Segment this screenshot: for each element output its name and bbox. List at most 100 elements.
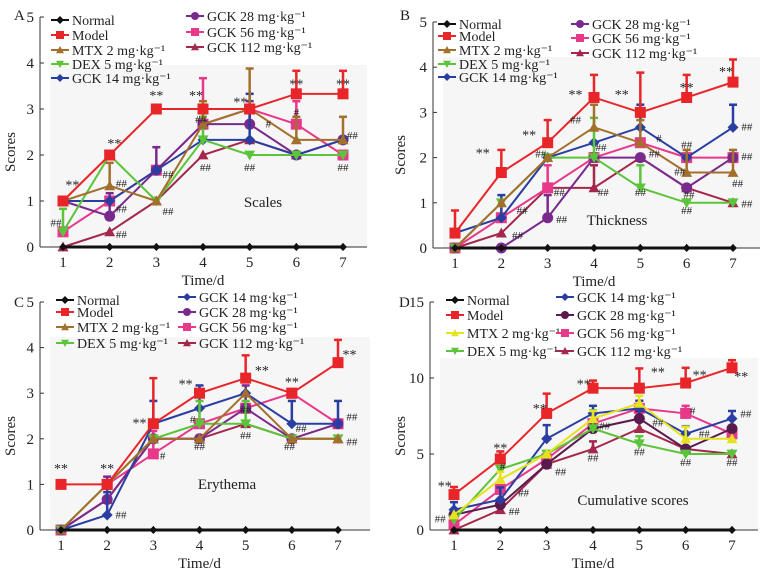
y-axis-label: Scores [3,132,19,172]
legend-marker [61,339,69,347]
x-tick-label: 3 [150,538,158,554]
significance-star: ** [54,462,68,477]
legend-marker [56,16,64,24]
x-tick-label: 7 [339,255,347,271]
x-axis-label: Time/d [573,274,616,288]
legend-marker [56,46,64,54]
significance-star: ** [100,462,114,477]
significance-hash: ## [116,204,128,216]
series-mtx [448,394,738,520]
legend-label: GCK 112 mg·kg⁻¹ [592,47,697,62]
legend-marker [451,311,459,319]
legend-item: Normal [446,294,510,309]
legend-marker [561,329,569,337]
x-tick-label: 6 [683,256,691,272]
legend-marker [183,339,191,347]
legend-item: Model [51,29,109,44]
data-point [448,509,460,520]
significance-hash: # [190,414,196,426]
legend-marker [183,323,191,331]
y-tick-label: 2 [27,432,35,448]
data-point [104,149,116,161]
legend-item: GCK 56 mg·kg⁻¹ [556,327,676,342]
data-point [726,413,738,425]
series-normal [57,526,342,534]
data-point [541,433,553,445]
series-model [448,358,738,501]
significance-hash: ## [200,162,212,174]
legend-item: Model [438,30,496,45]
legend-item: GCK 14 mg·kg⁻¹ [178,291,298,306]
data-point [241,526,250,534]
legend-label: GCK 56 mg·kg⁻¹ [592,32,691,47]
data-point [726,449,738,460]
data-point [449,227,461,239]
data-point [290,88,302,100]
significance-hash: ## [556,214,568,226]
significance-hash: ## [588,453,600,465]
legend-label: GCK 56 mg·kg⁻¹ [577,327,676,342]
data-point [244,103,256,115]
data-point [195,526,204,534]
data-point [727,76,739,88]
legend-marker [451,329,459,337]
data-point [194,419,205,430]
y-tick-label: 5 [420,15,428,31]
data-point [636,244,645,252]
legend-item: MTX 2 mg·kg⁻¹ [56,321,170,336]
legend-item: GCK 28 mg·kg⁻¹ [556,309,676,324]
data-point [194,433,205,444]
x-tick-label: 6 [682,538,690,554]
data-point [633,397,645,408]
significance-hash: ## [570,115,582,127]
significance-hash: ## [535,149,547,161]
data-point [149,526,158,534]
data-point [337,150,349,161]
significance-star: ** [179,378,193,393]
data-point [633,439,645,450]
significance-hash: ## [649,149,661,161]
data-point [494,453,506,465]
data-point [286,387,298,399]
legend-marker [576,20,584,28]
significance-star: ** [615,88,629,103]
y-tick-label: 2 [420,151,428,167]
x-tick-label: 2 [497,538,505,554]
significance-hash: ## [518,488,530,500]
legend-label: GCK 112 mg·kg⁻¹ [577,345,682,360]
significance-star: ** [719,65,733,80]
data-point [104,195,116,207]
significance-hash: ## [338,162,350,174]
x-tick-label: 5 [242,538,250,554]
significance-hash: ## [741,198,753,210]
legend-item: GCK 14 mg·kg⁻¹ [438,71,558,86]
series-normal [451,244,737,252]
legend-item: DEX 5 mg·kg⁻¹ [446,345,558,360]
legend-item: GCK 28 mg·kg⁻¹ [186,10,306,25]
x-tick-label: 3 [544,256,552,272]
data-point [240,372,252,384]
legend-marker [451,347,459,355]
data-point [199,243,207,251]
legend-label: Model [467,309,504,324]
significance-hash: ## [240,430,252,442]
y-tick-label: 0 [27,523,35,539]
data-point [332,433,344,444]
y-tick-label: 3 [420,105,428,121]
legend-marker [61,296,69,304]
significance-hash: ## [244,162,256,174]
x-tick-label: 7 [729,256,737,272]
significance-star: ** [476,147,490,162]
legend-marker [61,323,69,331]
data-point [495,167,507,179]
legend-marker [443,32,451,40]
legend-marker [191,43,199,51]
significance-hash: # [500,461,506,473]
legend-marker [191,12,199,20]
panel-letter: B [400,8,410,24]
x-tick-label: 7 [728,538,736,554]
y-tick-label: 5 [417,447,425,463]
data-point [292,243,301,251]
legend-item: MTX 2 mg·kg⁻¹ [51,44,165,59]
significance-star: ** [132,416,146,431]
